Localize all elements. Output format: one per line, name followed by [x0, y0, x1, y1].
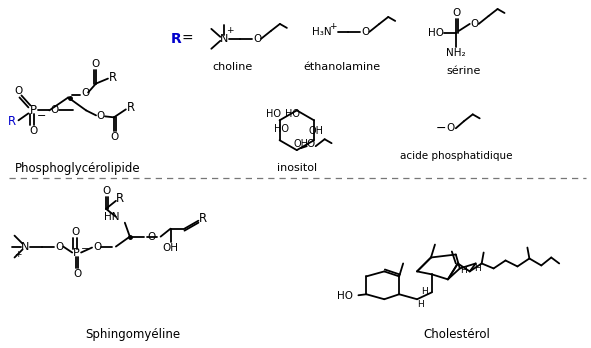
Text: Cholestérol: Cholestérol	[423, 327, 491, 341]
Text: N: N	[220, 34, 229, 44]
Text: OH: OH	[294, 139, 309, 149]
Text: +: +	[226, 26, 234, 35]
Text: P: P	[30, 104, 37, 117]
Text: O: O	[447, 123, 455, 133]
Text: O: O	[103, 186, 111, 196]
Text: O: O	[111, 132, 119, 142]
Text: R: R	[109, 71, 117, 84]
Text: O: O	[73, 269, 81, 279]
Text: O: O	[361, 27, 369, 37]
Text: OH: OH	[309, 126, 323, 136]
Text: O: O	[91, 59, 99, 69]
Text: R: R	[199, 212, 207, 225]
Text: O: O	[93, 242, 101, 252]
Text: O: O	[30, 126, 37, 136]
Text: HO: HO	[336, 291, 352, 301]
Text: Phosphoglycérolipide: Phosphoglycérolipide	[15, 161, 141, 175]
Text: +: +	[14, 250, 21, 259]
Text: H: H	[417, 300, 423, 309]
Text: O: O	[253, 34, 261, 44]
Text: =: =	[181, 32, 193, 46]
Text: HN: HN	[105, 212, 120, 222]
Text: +: +	[329, 22, 336, 31]
Text: HO: HO	[285, 109, 300, 119]
Text: inositol: inositol	[277, 163, 317, 173]
Text: HO: HO	[266, 109, 281, 119]
Text: O: O	[453, 8, 461, 18]
Text: OH: OH	[163, 243, 178, 253]
Text: P: P	[73, 247, 80, 258]
Text: HO: HO	[428, 28, 444, 38]
Text: HO: HO	[274, 124, 289, 134]
Text: O: O	[55, 242, 63, 252]
Text: R: R	[8, 115, 15, 128]
Text: O: O	[148, 232, 156, 242]
Text: O: O	[71, 227, 79, 237]
Text: O: O	[50, 105, 59, 116]
Text: acide phosphatidique: acide phosphatidique	[400, 151, 512, 161]
Text: −: −	[37, 111, 46, 121]
Text: H: H	[460, 266, 467, 275]
Text: R: R	[116, 192, 124, 205]
Text: −: −	[436, 122, 446, 135]
Text: H: H	[475, 264, 481, 273]
Text: R: R	[126, 101, 135, 114]
Text: −: −	[81, 244, 89, 254]
Text: O: O	[470, 19, 479, 29]
Text: R: R	[171, 32, 181, 46]
Text: O: O	[81, 88, 89, 98]
Text: choline: choline	[212, 62, 252, 72]
Text: Sphingomyéline: Sphingomyéline	[85, 327, 180, 341]
Text: sérine: sérine	[447, 66, 481, 76]
Text: H: H	[421, 287, 427, 296]
Text: H₃N: H₃N	[312, 27, 332, 37]
Text: N: N	[21, 242, 30, 252]
Text: NH₂: NH₂	[446, 48, 466, 58]
Text: O: O	[14, 86, 22, 95]
Text: O: O	[307, 139, 315, 149]
Text: O: O	[97, 111, 105, 121]
Text: éthanolamine: éthanolamine	[303, 62, 380, 72]
